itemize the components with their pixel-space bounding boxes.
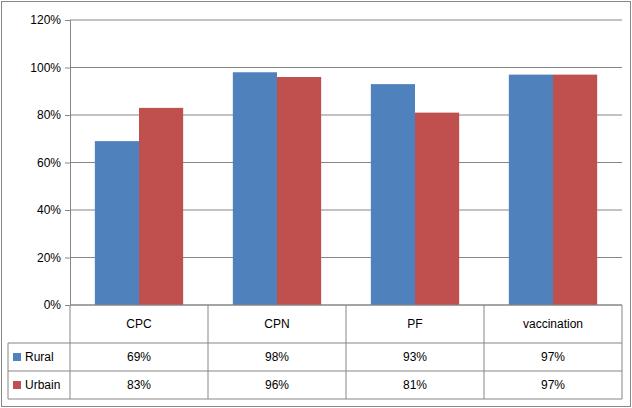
y-tick-label: 60% <box>37 156 61 170</box>
data-table: CPC CPN PF vaccination Rural 69% 98% 93% 97% Urba… <box>8 305 622 399</box>
y-tick-mark <box>65 68 70 69</box>
table-line <box>8 343 9 399</box>
legend-swatch <box>13 353 21 361</box>
y-tick-mark <box>65 305 70 306</box>
legend-label: Rural <box>25 350 54 364</box>
y-tick-label: 100% <box>30 61 61 75</box>
y-tick-mark <box>65 258 70 259</box>
y-tick-label: 40% <box>37 203 61 217</box>
y-tick-label: 80% <box>37 108 61 122</box>
bar <box>233 72 277 305</box>
table-value: 96% <box>265 378 289 392</box>
table-value: 93% <box>403 350 427 364</box>
bar <box>277 77 321 305</box>
bar <box>553 75 597 305</box>
table-line <box>70 305 71 399</box>
chart-frame <box>2 2 631 407</box>
legend-swatch <box>13 381 21 389</box>
y-tick-mark <box>65 20 70 21</box>
table-line <box>8 371 622 372</box>
y-tick: 60% <box>37 156 70 170</box>
bar-series <box>139 75 597 305</box>
legend-label: Urbain <box>25 378 60 392</box>
bar <box>139 108 183 305</box>
grid-line <box>70 20 622 21</box>
bar <box>415 113 459 305</box>
bar <box>509 75 553 305</box>
category-label: vaccination <box>523 317 583 331</box>
table-value: 81% <box>403 378 427 392</box>
chart: 0% 20% 40% 60% 80% 100% 120% CPC CPN PF vaccinatio… <box>0 0 632 408</box>
table-line <box>484 305 485 399</box>
y-tick-mark <box>65 163 70 164</box>
y-tick: 0% <box>44 298 70 312</box>
y-tick-label: 120% <box>30 13 61 27</box>
bar-series <box>95 72 553 305</box>
y-axis-line <box>65 21 71 306</box>
category-label: CPN <box>264 317 289 331</box>
table-value: 83% <box>127 378 151 392</box>
bar <box>371 84 415 305</box>
y-axis: 0% 20% 40% 60% 80% 100% 120% <box>30 13 70 312</box>
table-value: 69% <box>127 350 151 364</box>
bar <box>95 141 139 305</box>
grid <box>70 20 622 305</box>
y-tick: 100% <box>30 61 70 75</box>
table-line <box>8 399 622 400</box>
y-tick-label: 20% <box>37 251 61 265</box>
bars <box>95 72 597 305</box>
category-label: PF <box>407 317 422 331</box>
y-tick-mark <box>65 115 70 116</box>
category-label: CPC <box>126 317 152 331</box>
table-value: 97% <box>541 378 565 392</box>
table-value: 97% <box>541 350 565 364</box>
y-tick-label: 0% <box>44 298 62 312</box>
y-tick-mark <box>65 210 70 211</box>
y-tick: 40% <box>37 203 70 217</box>
table-value: 98% <box>265 350 289 364</box>
grid-line <box>70 67 622 68</box>
table-line <box>208 305 209 399</box>
y-tick: 20% <box>37 251 70 265</box>
table-line <box>8 343 622 344</box>
y-tick: 120% <box>30 13 70 27</box>
table-line <box>346 305 347 399</box>
y-tick: 80% <box>37 108 70 122</box>
table-line <box>622 305 623 399</box>
